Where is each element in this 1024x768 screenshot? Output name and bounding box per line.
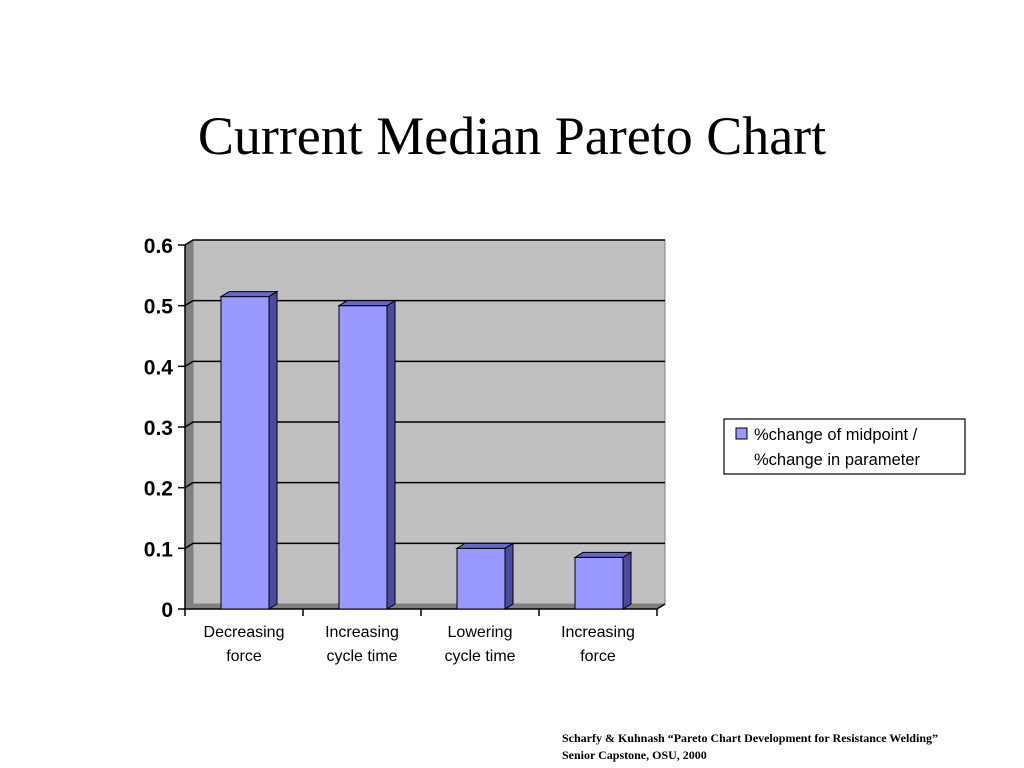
bar-top: [573, 551, 633, 558]
bar-front: [338, 305, 388, 610]
bar-front: [456, 547, 506, 610]
bar-top: [455, 542, 515, 549]
x-tick-label: Increasing force: [561, 624, 635, 665]
x-tick-label: Decreasing force: [204, 624, 285, 665]
x-tick-label: Increasing cycle time: [325, 624, 399, 665]
bar: [337, 299, 397, 610]
gridline: [184, 421, 665, 428]
y-tick-label: 0.6: [144, 235, 173, 258]
gridline: [184, 481, 665, 489]
bar: [573, 551, 633, 610]
y-tick-label: 0.4: [144, 356, 174, 379]
gridline: [184, 299, 665, 307]
bar-side: [268, 290, 278, 610]
slide-title: Current Median Pareto Chart: [197, 106, 827, 166]
bar-front: [220, 296, 270, 610]
x-axis-depth-line: [656, 603, 666, 610]
gridline: [184, 239, 665, 246]
y-tick-label: 0.5: [144, 296, 174, 319]
bar: [219, 290, 279, 610]
x-tick-label: Lowering cycle time: [444, 624, 515, 665]
bar: [455, 542, 515, 610]
y-tick-label: 0.2: [144, 478, 173, 501]
legend-box: [723, 418, 966, 475]
y-tick-label: 0.1: [144, 538, 174, 561]
bar-top: [219, 291, 279, 298]
bars: [219, 290, 633, 610]
bar-side: [504, 542, 514, 610]
y-tick-label: 0: [161, 599, 173, 622]
y-axis: 0 0.1 0.2 0.3 0.4 0.5 0.6: [144, 235, 186, 622]
bar-top: [337, 300, 397, 307]
legend: %change of midpoint / %change in paramete…: [723, 418, 966, 475]
bar-side: [622, 551, 632, 610]
y-tick-label: 0.3: [144, 417, 173, 440]
bar-side: [386, 299, 396, 610]
citation-line-2: Senior Capstone, OSU, 2000: [562, 748, 707, 762]
citation: Scharfy & Kuhnash “Pareto Chart Developm…: [562, 730, 1022, 764]
gridline: [184, 360, 665, 367]
citation-line-1: Scharfy & Kuhnash “Pareto Chart Developm…: [562, 731, 938, 745]
bar-front: [574, 556, 624, 610]
legend-swatch: [735, 427, 748, 440]
plot-floor: [185, 604, 665, 609]
legend-label: %change of midpoint / %change in paramete…: [754, 426, 921, 469]
x-axis: Decreasing force Increasing cycle time Lower…: [184, 603, 666, 665]
